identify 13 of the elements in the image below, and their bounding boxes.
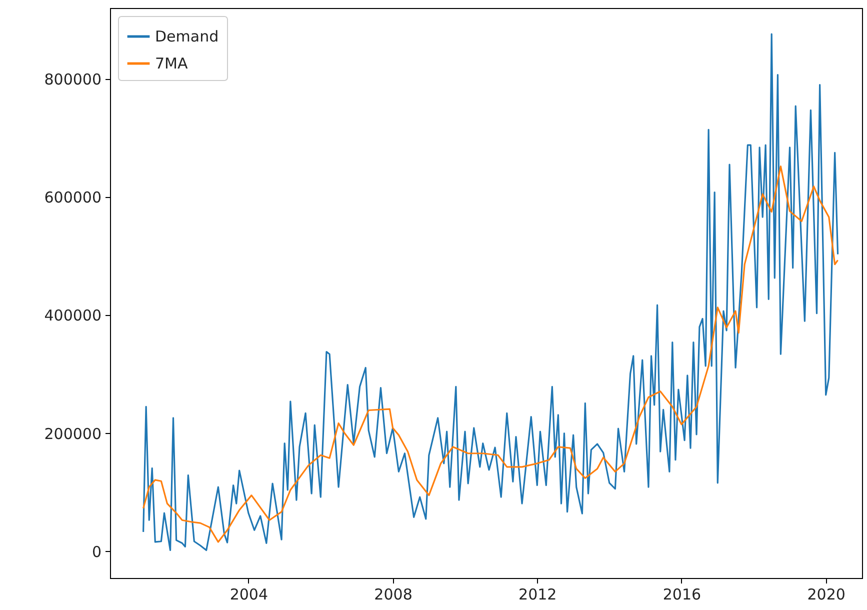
y-tick-label: 400000 [44, 306, 102, 325]
x-tick-label: 2020 [807, 586, 846, 604]
legend-label: Demand [155, 28, 219, 46]
y-tick-label: 0 [92, 542, 102, 561]
x-tick-label: 2016 [662, 586, 702, 604]
legend-label: 7MA [155, 54, 188, 72]
x-tick-label: 2012 [518, 586, 557, 604]
x-tick-label: 2004 [230, 586, 268, 604]
y-tick-label: 800000 [44, 70, 102, 88]
y-tick-label: 200000 [44, 424, 102, 443]
y-tick-label: 600000 [44, 188, 102, 207]
x-tick-label: 2008 [374, 586, 412, 604]
line-series [142, 166, 839, 543]
